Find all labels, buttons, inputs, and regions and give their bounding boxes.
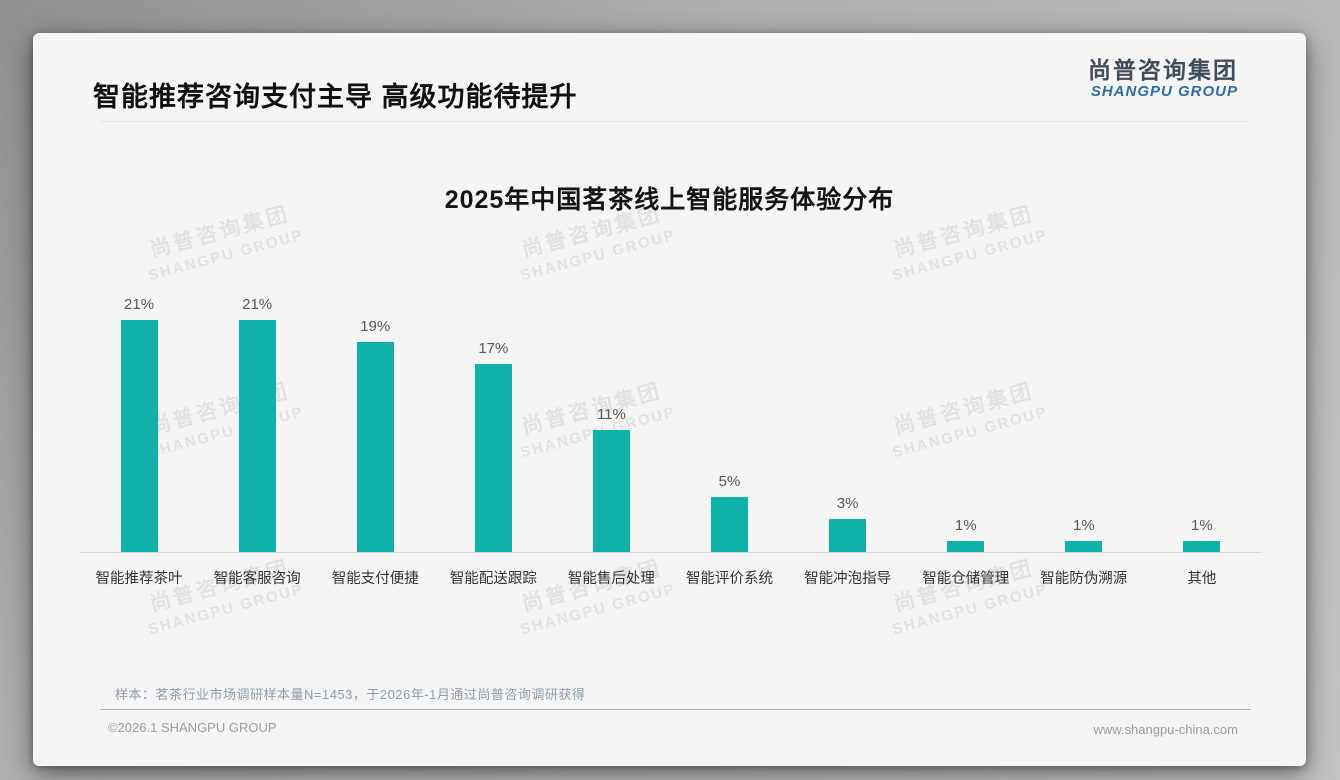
chart-title: 2025年中国茗茶线上智能服务体验分布 xyxy=(444,186,895,214)
slide-card: 尚普咨询集团 SHANGPU GROUP 尚普咨询集团 SHANGPU GROUP 尚普… xyxy=(33,33,1306,766)
logo-text-cn: 尚普咨询集团 xyxy=(1088,57,1238,83)
bar-column: 1% xyxy=(1025,33,1143,552)
bar xyxy=(356,342,394,552)
copyright-text: ©2026.1 SHANGPU GROUP xyxy=(108,720,277,735)
category-label: 其他 xyxy=(1187,571,1217,587)
bar-column: 21% xyxy=(80,33,198,552)
footer-divider xyxy=(100,709,1251,710)
bar xyxy=(947,540,985,552)
category-label: 智能售后处理 xyxy=(567,571,655,587)
bar xyxy=(474,364,512,552)
bar-value-label: 11% xyxy=(596,406,626,424)
bar-value-label: 21% xyxy=(242,295,273,313)
bar-value-label: 1% xyxy=(1072,516,1095,534)
bar xyxy=(1065,540,1103,552)
website-url: www.shangpu-china.com xyxy=(1093,722,1238,737)
bar-value-label: 5% xyxy=(718,472,741,490)
category-label: 智能配送跟踪 xyxy=(449,571,537,587)
bar-column: 11% xyxy=(552,33,670,552)
bar-value-label: 17% xyxy=(478,340,509,358)
bar-column: 3% xyxy=(789,33,907,552)
company-logo: 尚普咨询集团 SHANGPU GROUP xyxy=(1088,57,1238,101)
bar-chart: 21% 21% 19% 17% 11% 5% 3% 1% 1% 1% 智能推荐茶叶 智能客服咨询 智能… xyxy=(80,33,1261,766)
sample-note: 样本：茗茶行业市场调研样本量N=1453，于2026年-1月通过尚普咨询调研获得 xyxy=(115,687,586,702)
header-divider xyxy=(100,121,1250,122)
bar xyxy=(592,430,630,552)
bar xyxy=(238,319,276,552)
category-label: 智能评价系统 xyxy=(686,571,774,587)
logo-text-en: SHANGPU GROUP xyxy=(1090,83,1238,101)
bar xyxy=(829,518,867,552)
category-label: 智能防伪溯源 xyxy=(1040,571,1128,587)
bar-value-label: 19% xyxy=(360,318,391,336)
bar-column: 1% xyxy=(1143,33,1261,552)
bar-column: 17% xyxy=(434,33,552,552)
bar-value-label: 3% xyxy=(836,494,859,512)
category-labels: 智能推荐茶叶 智能客服咨询 智能支付便捷 智能配送跟踪 智能售后处理 智能评价系统 智能冲泡… xyxy=(80,567,1261,588)
bar xyxy=(120,319,158,552)
bars-container: 21% 21% 19% 17% 11% 5% 3% 1% 1% 1% xyxy=(80,33,1261,552)
bar-value-label: 21% xyxy=(124,295,155,313)
category-label: 智能支付便捷 xyxy=(331,571,419,587)
bar xyxy=(1183,540,1221,552)
bar-column: 1% xyxy=(907,33,1025,552)
category-label: 智能冲泡指导 xyxy=(804,571,892,587)
category-label: 智能客服咨询 xyxy=(213,571,301,587)
page-title: 智能推荐咨询支付主导 高级功能待提升 xyxy=(93,82,578,112)
bar-column: 21% xyxy=(198,33,316,552)
category-label: 智能仓储管理 xyxy=(922,571,1010,587)
bar xyxy=(711,496,749,552)
category-label: 智能推荐茶叶 xyxy=(95,571,183,587)
bar-value-label: 1% xyxy=(954,516,977,534)
x-axis-line xyxy=(80,552,1261,553)
bar-value-label: 1% xyxy=(1191,516,1213,534)
bar-column: 19% xyxy=(316,33,434,552)
bar-column: 5% xyxy=(670,33,788,552)
